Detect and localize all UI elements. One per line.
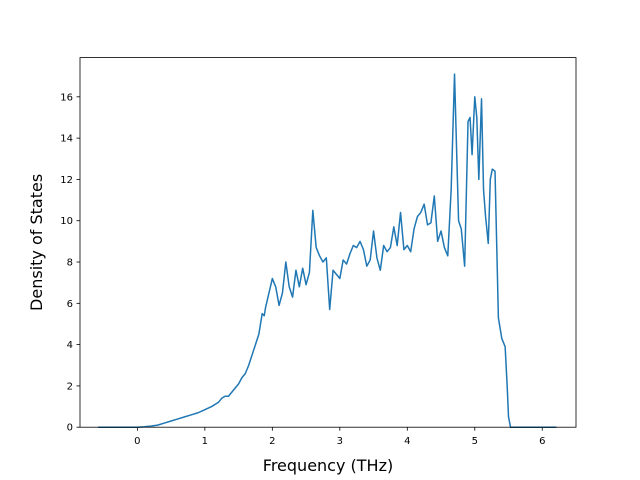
x-tick-label: 4 [404, 436, 410, 447]
plot-area [80, 57, 576, 428]
x-axis-label: Frequency (THz) [263, 456, 393, 475]
y-tick-label: 0 [67, 423, 73, 434]
x-tick-label: 6 [539, 436, 545, 447]
y-tick-label: 14 [60, 134, 73, 145]
y-tick-label: 4 [67, 340, 73, 351]
x-tick-label: 1 [202, 436, 208, 447]
y-tick-label: 8 [67, 258, 73, 269]
y-tick-label: 12 [60, 175, 73, 186]
y-tick-label: 6 [67, 299, 73, 310]
x-tick-label: 3 [337, 436, 343, 447]
x-tick-label: 5 [472, 436, 478, 447]
y-tick-label: 2 [67, 381, 73, 392]
plot-frame [79, 57, 577, 428]
x-tick-label: 2 [269, 436, 275, 447]
x-tick-label: 0 [134, 436, 140, 447]
y-tick-label: 10 [60, 216, 73, 227]
y-axis-label: Density of States [27, 174, 46, 311]
dos-series-line [98, 73, 557, 428]
y-tick-label: 16 [60, 92, 73, 103]
